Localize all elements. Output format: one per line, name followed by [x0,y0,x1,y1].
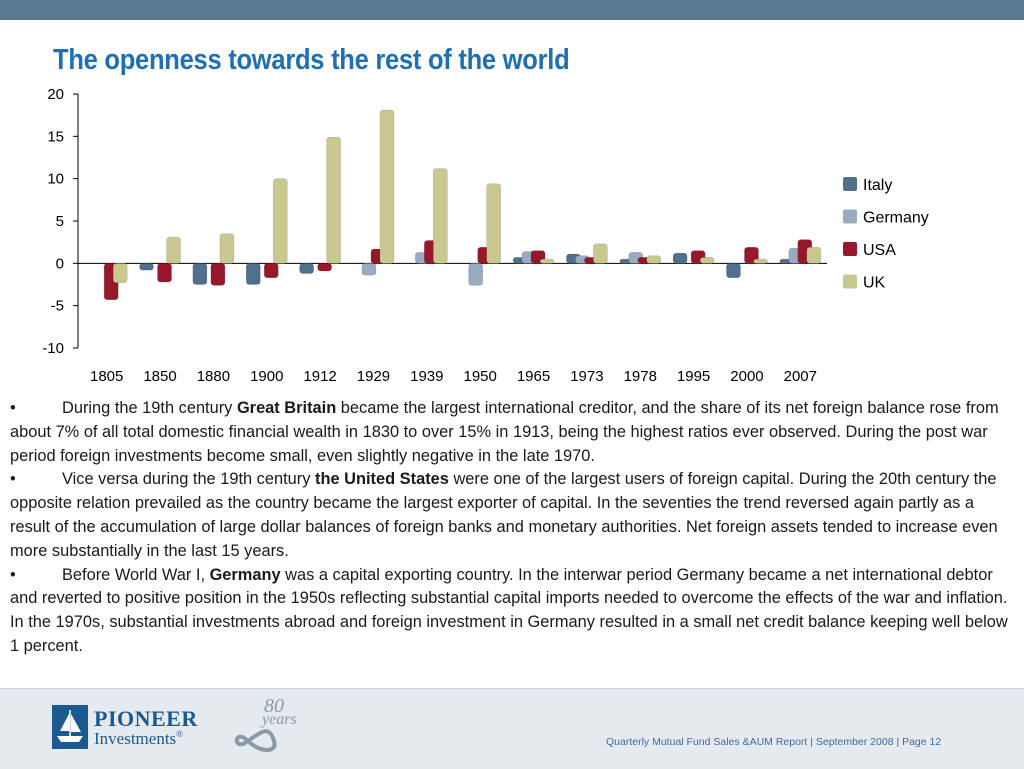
body-text: • During the 19th century Great Britain b… [10,397,1018,659]
bullet-paragraph: • Vice versa during the 19th century the … [10,468,1018,563]
bar-uk-2007 [806,246,822,264]
legend-swatch-uk [843,274,857,289]
x-tick-label: 1900 [250,368,283,385]
bullet-marker: • [10,399,16,417]
y-tick-label: -5 [51,298,64,315]
y-tick-label: 15 [47,128,64,145]
footer-page-info: Quarterly Mutual Fund Sales &AUM Report … [606,736,942,748]
x-tick-label: 1850 [143,368,176,385]
legend-label: Germany [863,210,929,227]
bar-uk-1995 [699,257,715,264]
y-tick-label: 5 [56,213,64,230]
bullet-text: were one of the largest users of foreign… [10,470,998,560]
bar-uk-1950 [486,183,501,264]
x-tick-label: 1939 [410,368,443,385]
badge-word: years [262,711,297,728]
bar-uk-1965 [539,258,555,264]
bar-italy-1880 [192,263,208,285]
anniversary-badge: 80 years [228,695,308,757]
bullet-text: was a capital exporting country. In the … [10,565,1008,655]
top-banner [0,0,1024,20]
bar-uk-1939 [433,168,448,264]
bar-uk-1850 [166,236,181,264]
bullet-text: became the largest international credito… [10,399,999,465]
bar-italy-1900 [245,263,261,285]
bar-germany-1929 [361,263,377,276]
x-tick-label: 1965 [517,368,550,385]
x-tick-label: 1805 [90,368,123,385]
x-tick-label: 1912 [303,368,336,385]
bullet-highlight: the United States [315,470,449,489]
bar-germany-1950 [468,263,483,286]
legend-swatch-germany [843,209,857,224]
y-tick-label: -10 [42,340,64,357]
bar-uk-1978 [646,255,662,264]
bar-usa-2000 [744,246,759,264]
x-tick-label: 1880 [197,368,230,385]
bullet-text: Vice versa during the 19th century [62,470,315,489]
bar-usa-1880 [210,263,226,286]
bar-usa-1850 [157,263,172,283]
bar-uk-1912 [326,136,341,264]
logo-subtitle-text: Investments [94,729,177,748]
bar-italy-2000 [726,263,741,279]
legend-label: UK [863,275,886,292]
bar-uk-1880 [219,233,235,264]
bar-usa-1900 [263,263,279,279]
y-tick-label: 10 [47,171,64,188]
legend-swatch-italy [843,177,857,191]
infinity-icon [234,729,277,752]
y-tick-label: 20 [47,86,64,103]
legend-label: Italy [863,177,892,194]
bar-italy-1912 [299,263,314,274]
x-tick-label: 2000 [730,368,763,385]
bullet-marker: • [10,470,16,489]
bar-uk-1929 [379,109,395,264]
bullet-highlight: Germany [209,565,281,584]
legend-label: USA [863,242,896,259]
bar-italy-1995 [672,252,688,264]
pioneer-logo: PIONEER Investments® [52,705,202,749]
footer-band [0,688,1024,769]
x-tick-label: 1995 [677,368,710,385]
bar-uk-1900 [272,178,288,264]
ship-icon [52,705,88,749]
legend-swatch-usa [843,242,857,256]
bullet-marker: • [10,565,16,584]
badge-number: 80 [264,695,284,717]
bar-italy-1850 [139,263,154,271]
y-tick-label: 0 [56,255,64,272]
bar-uk-1973 [593,243,608,264]
bar-usa-1912 [317,263,332,272]
x-tick-label: 2007 [784,368,817,385]
bar-chart: 20 15 10 5 0 -5 -10 1805 1850 1880 1900 1912 1929 193… [42,86,929,385]
bullet-highlight: Great Britain [236,399,337,417]
x-tick-label: 1929 [357,368,390,385]
bar-uk-1805 [112,263,128,284]
x-tick-label: 1973 [570,368,603,385]
bar-uk-2000 [753,258,768,264]
registered-mark: ® [176,729,183,739]
x-tick-label: 1950 [463,368,496,385]
logo-subtitle: Investments® [94,729,183,749]
bullet-text: During the 19th century [62,399,237,417]
logo-name: PIONEER [94,706,198,731]
x-tick-label: 1978 [624,368,657,385]
bullet-text: Before World War I, [62,565,210,584]
bullet-paragraph: • During the 19th century Great Britain b… [10,397,1018,468]
bullet-paragraph: • Before World War I, Germany was a capit… [10,564,1018,659]
slide-title: The openness towards the rest of the wor… [53,44,570,76]
